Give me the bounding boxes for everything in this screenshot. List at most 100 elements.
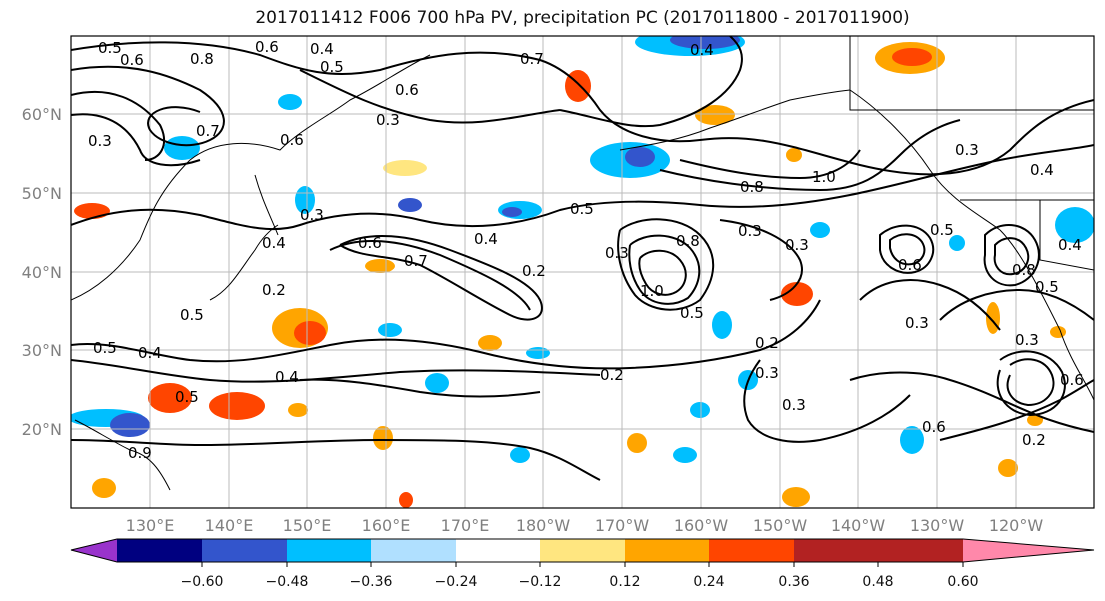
- colorbar-bin: [540, 539, 625, 562]
- contour-label: 0.4: [474, 230, 498, 248]
- contour-label: 0.4: [138, 344, 162, 362]
- colorbar-bin: [202, 539, 287, 562]
- contour-label: 0.2: [755, 334, 779, 352]
- contour-label: 0.3: [1015, 331, 1039, 349]
- contour-label: 0.5: [93, 339, 117, 357]
- contour-label: 0.8: [676, 232, 700, 250]
- lon-label-130w: 130°W: [910, 516, 965, 535]
- longitude-labels: 130°E 140°E 150°E 160°E 170°E 180°W 170°…: [126, 516, 1044, 535]
- lat-label-40n: 40°N: [22, 263, 62, 282]
- colorbar-bin: [371, 539, 456, 562]
- contour-label: 0.6: [358, 234, 382, 252]
- contour-label: 0.4: [275, 368, 299, 386]
- colorbar-bin: [878, 539, 963, 562]
- contour-label: 1.0: [640, 282, 664, 300]
- colorbar-ticks: [201, 562, 964, 567]
- contour-label: 0.6: [395, 81, 419, 99]
- contour-label: 0.5: [320, 58, 344, 76]
- contour-label: 0.3: [955, 141, 979, 159]
- lat-label-50n: 50°N: [22, 184, 62, 203]
- colorbar-tick-label: 0.36: [778, 574, 809, 590]
- colorbar-bin: [456, 539, 540, 562]
- gridlines: [71, 36, 1094, 508]
- contour-label-group: 0.5 0.6 0.8 0.6 0.4 0.5 0.7 0.4 0.6 0.3 …: [88, 38, 1084, 462]
- colorbar-tick-label: 0.60: [947, 574, 978, 590]
- contour-label: 0.5: [1035, 278, 1059, 296]
- colorbar: −0.60 −0.48 −0.36 −0.24 −0.12 0.12 0.24 …: [70, 538, 1095, 590]
- lat-label-60n: 60°N: [22, 105, 62, 124]
- colorbar-bin: [287, 539, 371, 562]
- contour-label: 0.5: [680, 304, 704, 322]
- colorbar-bin: [625, 539, 709, 562]
- lon-label-160e: 160°E: [362, 516, 411, 535]
- contour-label: 0.6: [922, 418, 946, 436]
- contour-label: 0.6: [1060, 371, 1084, 389]
- colorbar-tick-label: −0.60: [181, 574, 224, 590]
- contour-label: 0.2: [522, 262, 546, 280]
- contour-label: 0.3: [785, 236, 809, 254]
- contour-label: 0.5: [175, 388, 199, 406]
- lon-label-140w: 140°W: [831, 516, 886, 535]
- contour-label: 0.3: [755, 364, 779, 382]
- lon-label-150e: 150°E: [283, 516, 332, 535]
- lon-label-170e: 170°E: [441, 516, 490, 535]
- lon-label-150w: 150°W: [753, 516, 808, 535]
- colorbar-tick-label: −0.12: [519, 574, 562, 590]
- contour-label: 0.5: [180, 306, 204, 324]
- contour-label: 0.4: [310, 40, 334, 58]
- contour-label: 0.4: [1058, 236, 1082, 254]
- contour-label: 0.8: [1012, 261, 1036, 279]
- lon-label-180w: 180°W: [516, 516, 571, 535]
- contour-label: 0.7: [520, 50, 544, 68]
- pv-contours: [71, 36, 1094, 481]
- colorbar-extend-high: [963, 539, 1094, 562]
- lon-label-120w: 120°W: [989, 516, 1044, 535]
- precipitation-shading: [71, 36, 1094, 508]
- colorbar-extend-low: [71, 539, 117, 562]
- lat-label-20n: 20°N: [22, 420, 62, 439]
- lon-label-130e: 130°E: [126, 516, 175, 535]
- contour-label: 0.2: [1022, 431, 1046, 449]
- contour-label: 0.4: [1030, 161, 1054, 179]
- contour-label: 0.5: [570, 200, 594, 218]
- contour-label: 0.3: [605, 244, 629, 262]
- contour-label: 0.5: [930, 221, 954, 239]
- colorbar-tick-label: −0.24: [435, 574, 478, 590]
- contour-label: 0.3: [88, 132, 112, 150]
- map-frame: [70, 35, 1095, 509]
- contour-label: 0.4: [262, 234, 286, 252]
- latitude-labels: 60°N 50°N 40°N 30°N 20°N: [22, 105, 62, 439]
- plot-title: 2017011412 F006 700 hPa PV, precipitatio…: [255, 8, 910, 28]
- contour-label: 0.8: [740, 178, 764, 196]
- lon-label-140e: 140°E: [205, 516, 254, 535]
- contour-label: 0.7: [404, 252, 428, 270]
- colorbar-tick-label: −0.36: [350, 574, 393, 590]
- contour-label: 0.3: [738, 222, 762, 240]
- contour-label: 0.9: [128, 444, 152, 462]
- colorbar-tick-label: 0.24: [693, 574, 724, 590]
- contour-label: 0.6: [898, 256, 922, 274]
- lon-label-160w: 160°W: [674, 516, 729, 535]
- contour-label: 0.6: [280, 131, 304, 149]
- contour-label: 0.3: [782, 396, 806, 414]
- lon-label-170w: 170°W: [595, 516, 650, 535]
- colorbar-bin: [709, 539, 794, 562]
- contour-label: 0.6: [255, 38, 279, 56]
- contour-label: 0.8: [190, 50, 214, 68]
- contour-label: 0.2: [600, 366, 624, 384]
- contour-label: 1.0: [812, 168, 836, 186]
- contour-label: 0.3: [905, 314, 929, 332]
- coastlines: [71, 36, 1094, 491]
- colorbar-tick-label: −0.48: [266, 574, 309, 590]
- colorbar-tick-label: 0.48: [862, 574, 893, 590]
- contour-label: 0.5: [98, 39, 122, 57]
- contour-label: 0.3: [376, 111, 400, 129]
- lat-label-30n: 30°N: [22, 341, 62, 360]
- contour-label: 0.6: [120, 51, 144, 69]
- colorbar-bin: [794, 539, 878, 562]
- contour-label: 0.3: [300, 206, 324, 224]
- contour-label: 0.4: [690, 41, 714, 59]
- colorbar-bin: [117, 539, 202, 562]
- contour-label: 0.2: [262, 281, 286, 299]
